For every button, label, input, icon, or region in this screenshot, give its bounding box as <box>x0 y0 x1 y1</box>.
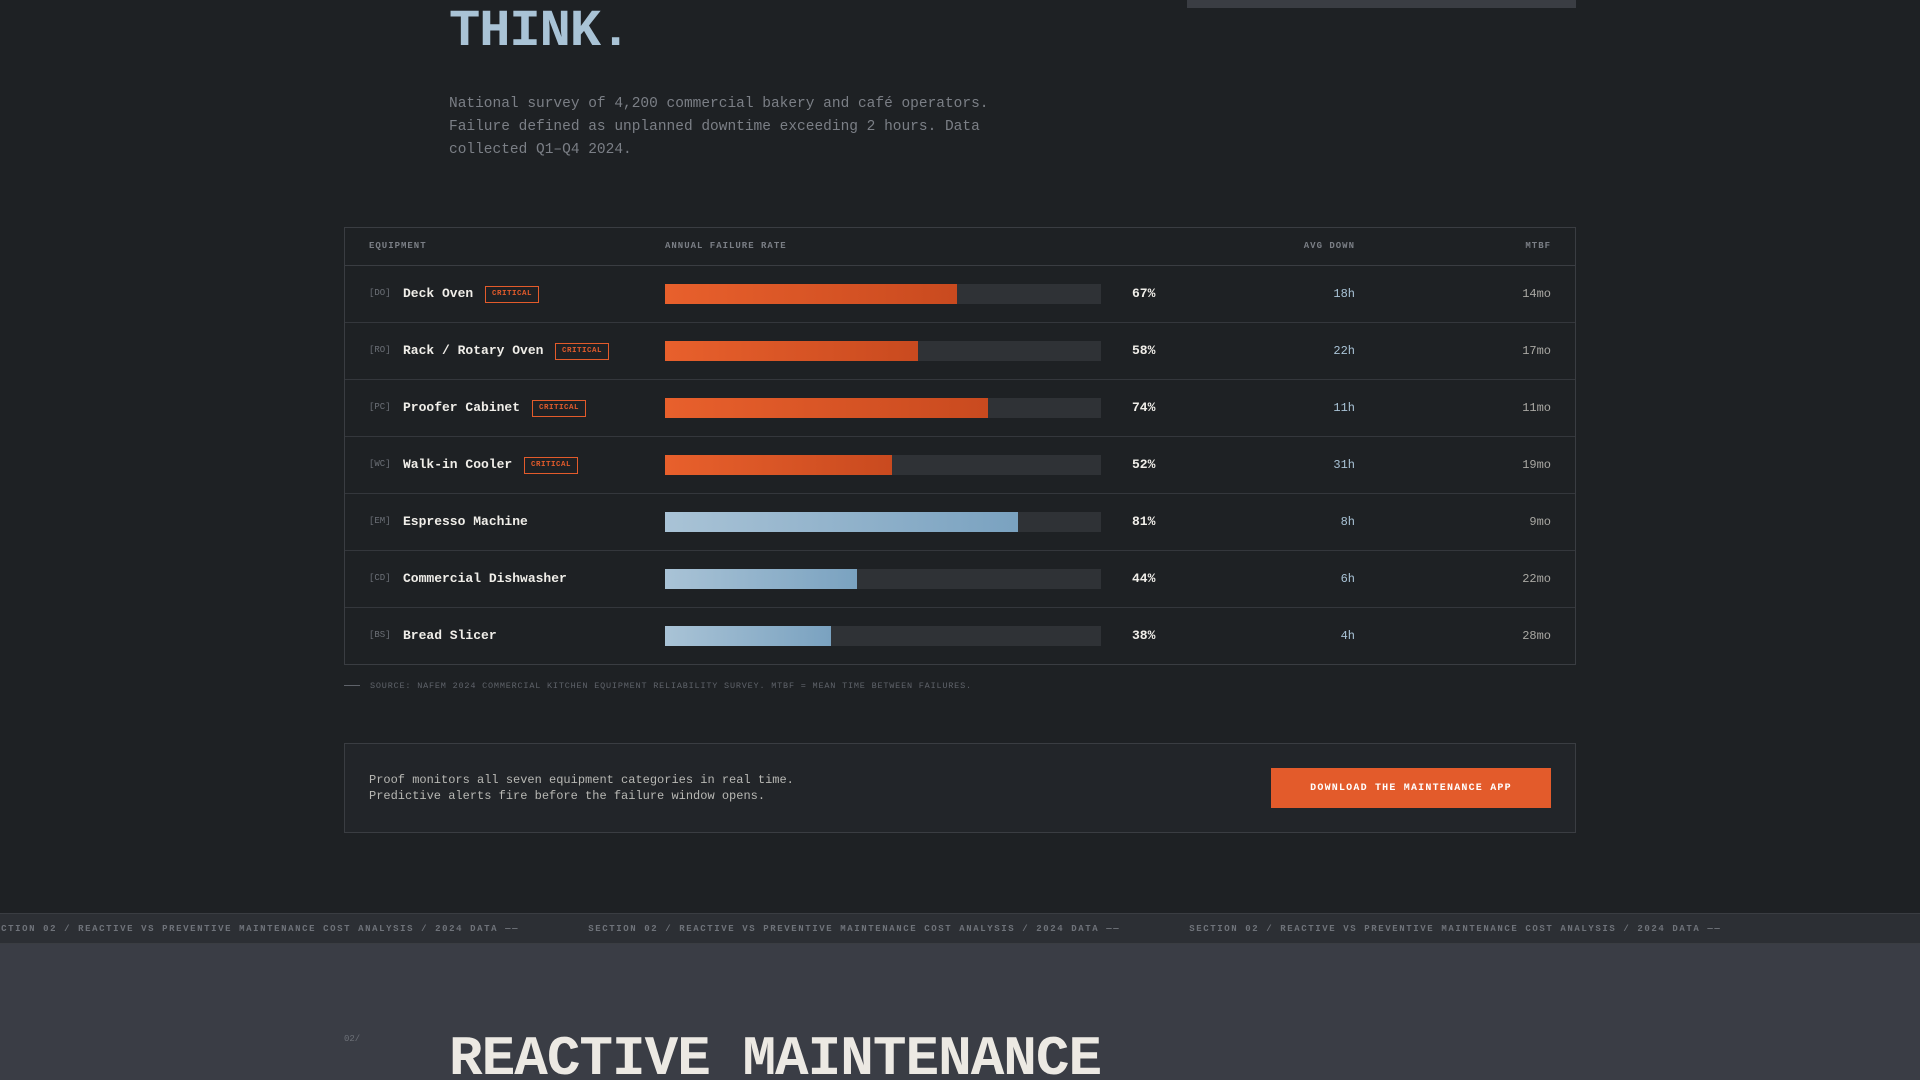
failure-rate-bar-track <box>665 284 1101 304</box>
avg-down-value: 18h <box>1333 287 1355 301</box>
table-body: [DO] Deck Oven CRITICAL 67% 18h 14mo [RO] Rack … <box>345 266 1575 665</box>
failure-rate-value: 52% <box>1132 457 1156 472</box>
table-header: EQUIPMENT ANNUAL FAILURE RATE AVG DOWN M… <box>345 228 1575 266</box>
cta-panel: Proof monitors all seven equipment categ… <box>344 743 1576 833</box>
failure-rate-bar <box>665 626 831 646</box>
avg-down-value: 8h <box>1340 515 1355 529</box>
failure-rate-bar-track <box>665 455 1101 475</box>
failure-rate-bar-track <box>665 398 1101 418</box>
section-number: 02/ <box>344 1034 361 1044</box>
failure-rate-bar <box>665 398 988 418</box>
equipment-code: [EM] <box>369 516 391 526</box>
failure-rate-value: 44% <box>1132 571 1156 586</box>
failure-rate-bar <box>665 512 1019 532</box>
equipment-name: Deck Oven <box>403 286 474 301</box>
critical-badge: CRITICAL <box>485 286 540 303</box>
failure-rate-value: 38% <box>1132 628 1156 643</box>
avg-down-value: 6h <box>1340 572 1355 586</box>
failure-rate-bar-track <box>665 569 1101 589</box>
header-failure-rate: ANNUAL FAILURE RATE <box>665 241 787 251</box>
failure-rate-bar-track <box>665 341 1101 361</box>
top-image-stub <box>1187 0 1576 8</box>
avg-down-value: 31h <box>1333 458 1355 472</box>
mtbf-value: 9mo <box>1529 515 1551 529</box>
failure-rate-bar-track <box>665 626 1101 646</box>
failure-rate-value: 67% <box>1132 286 1156 301</box>
source-dash <box>344 685 360 687</box>
equipment-code: [CD] <box>369 573 391 583</box>
failure-rate-value: 74% <box>1132 400 1156 415</box>
table-row: [CD] Commercial Dishwasher 44% 6h 22mo <box>345 551 1575 608</box>
source-text: SOURCE: NAFEM 2024 COMMERCIAL KITCHEN EQ… <box>370 681 972 691</box>
critical-badge: CRITICAL <box>555 343 610 360</box>
failure-rate-table: EQUIPMENT ANNUAL FAILURE RATE AVG DOWN M… <box>344 227 1576 665</box>
section-02: 02/ REACTIVE MAINTENANCE <box>0 944 1920 1080</box>
equipment-code: [PC] <box>369 402 391 412</box>
mtbf-value: 19mo <box>1522 458 1551 472</box>
equipment-name: Bread Slicer <box>403 628 497 643</box>
critical-badge: CRITICAL <box>532 400 587 417</box>
failure-rate-bar-track <box>665 512 1101 532</box>
table-row: [EM] Espresso Machine 81% 8h 9mo <box>345 494 1575 551</box>
ticker-item: SECTION 02 / REACTIVE VS PREVENTIVE MAIN… <box>0 924 520 934</box>
ticker-item: SECTION 02 / REACTIVE VS PREVENTIVE MAIN… <box>1189 924 1722 934</box>
mtbf-value: 11mo <box>1522 401 1551 415</box>
avg-down-value: 22h <box>1333 344 1355 358</box>
table-row: [RO] Rack / Rotary Oven CRITICAL 58% 22h 17mo <box>345 323 1575 380</box>
cta-text: Proof monitors all seven equipment categ… <box>369 772 794 804</box>
mtbf-value: 22mo <box>1522 572 1551 586</box>
failure-rate-bar <box>665 455 892 475</box>
failure-rate-value: 58% <box>1132 343 1156 358</box>
hero-description: National survey of 4,200 commercial bake… <box>449 96 989 158</box>
equipment-name: Espresso Machine <box>403 514 528 529</box>
cta-line-2: Predictive alerts fire before the failur… <box>369 789 766 803</box>
equipment-code: [RO] <box>369 345 391 355</box>
mtbf-value: 14mo <box>1522 287 1551 301</box>
equipment-name: Rack / Rotary Oven <box>403 343 544 358</box>
ticker-track: SECTION 02 / REACTIVE VS PREVENTIVE MAIN… <box>0 924 1783 934</box>
failure-rate-bar <box>665 284 958 304</box>
failure-rate-bar <box>665 341 918 361</box>
equipment-code: [WC] <box>369 459 391 469</box>
hero-title: THINK. <box>449 2 631 61</box>
cta-line-1: Proof monitors all seven equipment categ… <box>369 773 794 787</box>
header-equipment: EQUIPMENT <box>369 241 427 251</box>
header-avg-down: AVG DOWN <box>1303 241 1355 251</box>
table-row: [DO] Deck Oven CRITICAL 67% 18h 14mo <box>345 266 1575 323</box>
avg-down-value: 4h <box>1340 629 1355 643</box>
header-mtbf: MTBF <box>1525 241 1551 251</box>
equipment-code: [DO] <box>369 288 391 298</box>
equipment-name: Proofer Cabinet <box>403 400 521 415</box>
download-app-button[interactable]: DOWNLOAD THE MAINTENANCE APP <box>1271 768 1551 808</box>
table-row: [WC] Walk-in Cooler CRITICAL 52% 31h 19mo <box>345 437 1575 494</box>
section-title: REACTIVE MAINTENANCE <box>449 1027 1102 1080</box>
mtbf-value: 28mo <box>1522 629 1551 643</box>
equipment-name: Walk-in Cooler <box>403 457 513 472</box>
avg-down-value: 11h <box>1333 401 1355 415</box>
equipment-code: [BS] <box>369 630 391 640</box>
table-row: [BS] Bread Slicer 38% 4h 28mo <box>345 608 1575 665</box>
table-row: [PC] Proofer Cabinet CRITICAL 74% 11h 11mo <box>345 380 1575 437</box>
ticker-item: SECTION 02 / REACTIVE VS PREVENTIVE MAIN… <box>588 924 1121 934</box>
source-note: SOURCE: NAFEM 2024 COMMERCIAL KITCHEN EQ… <box>344 681 972 691</box>
section-ticker: SECTION 02 / REACTIVE VS PREVENTIVE MAIN… <box>0 913 1920 944</box>
mtbf-value: 17mo <box>1522 344 1551 358</box>
critical-badge: CRITICAL <box>524 457 579 474</box>
failure-rate-value: 81% <box>1132 514 1156 529</box>
failure-rate-bar <box>665 569 857 589</box>
equipment-name: Commercial Dishwasher <box>403 571 567 586</box>
